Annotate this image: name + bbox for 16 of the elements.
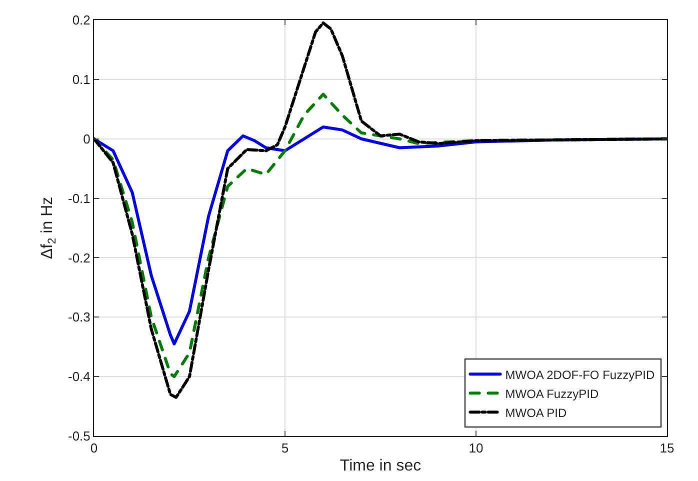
- x-tick-label: 10: [468, 440, 484, 456]
- y-tick-label: 0: [83, 131, 90, 146]
- y-tick-label: 0.1: [72, 72, 90, 87]
- legend-label: MWOA 2DOF-FO FuzzyPID: [505, 368, 655, 382]
- y-tick-label: -0.5: [68, 428, 90, 444]
- y-tick-label: -0.1: [68, 190, 90, 206]
- y-tick-label: -0.3: [68, 310, 90, 325]
- y-tick-label: -0.4: [68, 369, 90, 384]
- x-axis-title: Time in sec: [340, 457, 422, 474]
- y-tick-label: 0.2: [72, 12, 90, 28]
- x-tick-label: 15: [660, 440, 674, 456]
- legend-label: MWOA PID: [505, 406, 567, 420]
- legend-label: MWOA FuzzyPID: [505, 386, 599, 401]
- x-tick-label: 5: [281, 440, 289, 456]
- line-series: [94, 21, 667, 399]
- y-tick-label: -0.2: [68, 250, 90, 266]
